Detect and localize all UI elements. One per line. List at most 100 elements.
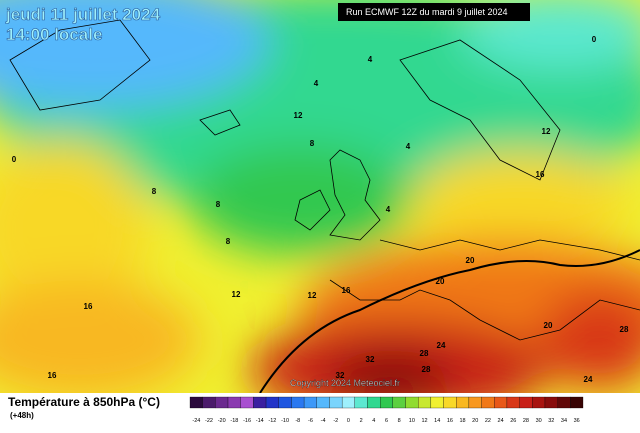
contour-label: 12 xyxy=(232,290,241,299)
scale-swatch xyxy=(544,396,558,409)
contour-label: 8 xyxy=(216,200,221,209)
scale-label: 14 xyxy=(434,418,440,424)
contour-label: 32 xyxy=(366,355,375,364)
scale-label: 30 xyxy=(536,418,542,424)
contour-label: 16 xyxy=(536,170,545,179)
scale-swatch xyxy=(506,396,520,409)
scale-swatch xyxy=(202,396,216,409)
scale-swatch xyxy=(443,396,457,409)
scale-label: -16 xyxy=(243,418,251,424)
scale-swatch xyxy=(291,396,305,409)
scale-swatch xyxy=(227,396,241,409)
scale-swatch xyxy=(253,396,267,409)
scale-label: 26 xyxy=(510,418,516,424)
scale-swatch xyxy=(240,396,254,409)
scale-label: -22 xyxy=(205,418,213,424)
scale-label: 24 xyxy=(498,418,504,424)
scale-label: 28 xyxy=(523,418,529,424)
scale-swatch xyxy=(456,396,470,409)
scale-label: 12 xyxy=(421,418,427,424)
scale-swatch xyxy=(380,396,393,409)
scale-swatch xyxy=(405,396,419,409)
scale-swatch xyxy=(354,396,368,409)
scale-swatch xyxy=(430,396,444,409)
scale-swatch xyxy=(519,396,533,409)
scale-swatch xyxy=(265,396,279,409)
scale-swatch xyxy=(557,396,571,409)
contour-label: 32 xyxy=(336,371,345,380)
contour-label: 12 xyxy=(294,111,303,120)
scale-swatch xyxy=(303,396,317,409)
scale-label: -2 xyxy=(333,418,338,424)
contour-label: 24 xyxy=(437,341,446,350)
scale-swatch xyxy=(329,396,343,409)
run-box xyxy=(338,3,530,21)
scale-label: 20 xyxy=(472,418,478,424)
scale-label: -18 xyxy=(230,418,238,424)
scale-label: 32 xyxy=(548,418,554,424)
scale-swatch xyxy=(278,396,292,409)
contour-label: 28 xyxy=(422,365,431,374)
scale-swatch xyxy=(468,396,482,409)
scale-label: 16 xyxy=(447,418,453,424)
contour-label: 12 xyxy=(542,127,551,136)
scale-label: 10 xyxy=(409,418,415,424)
temperature-field xyxy=(0,0,640,393)
scale-swatch xyxy=(215,396,229,409)
scale-label: -6 xyxy=(308,418,313,424)
scale-swatch xyxy=(494,396,508,409)
forecast-time: 14:00 locale xyxy=(6,25,102,44)
scale-swatch xyxy=(570,396,584,409)
scale-label: -24 xyxy=(192,418,200,424)
contour-label: 4 xyxy=(368,55,373,64)
scale-label: 22 xyxy=(485,418,491,424)
scale-label: -20 xyxy=(218,418,226,424)
forecast-date: jeudi 11 juillet 2024 xyxy=(5,5,161,24)
contour-label: 0 xyxy=(12,155,17,164)
contour-label: 4 xyxy=(406,142,411,151)
legend-title: Température à 850hPa (°C) xyxy=(8,395,160,409)
contour-label: 20 xyxy=(436,277,445,286)
contour-label: 16 xyxy=(84,302,93,311)
contour-label: 20 xyxy=(544,321,553,330)
scale-label: -10 xyxy=(281,418,289,424)
scale-label: 6 xyxy=(385,418,388,424)
scale-swatch xyxy=(418,396,432,409)
contour-label: 4 xyxy=(314,79,319,88)
contour-label: 0 xyxy=(592,35,597,44)
scale-label: 34 xyxy=(561,418,567,424)
contour-label: 8 xyxy=(310,139,315,148)
scale-swatch xyxy=(532,396,546,409)
contour-label: 4 xyxy=(386,205,391,214)
scale-swatch xyxy=(189,396,203,409)
scale-swatch xyxy=(392,396,406,409)
scale-label: 8 xyxy=(398,418,401,424)
contour-label: 20 xyxy=(466,256,475,265)
run-info: Run ECMWF 12Z du mardi 9 juillet 2024 xyxy=(346,7,508,17)
scale-label: -14 xyxy=(256,418,264,424)
scale-label: -4 xyxy=(321,418,326,424)
contour-label: 12 xyxy=(308,291,317,300)
contour-label: 8 xyxy=(152,187,157,196)
scale-swatch xyxy=(481,396,495,409)
contour-label: 16 xyxy=(342,286,351,295)
contour-label: 28 xyxy=(620,325,629,334)
scale-label: 2 xyxy=(360,418,363,424)
scale-label: 36 xyxy=(574,418,580,424)
contour-label: 16 xyxy=(48,371,57,380)
scale-swatch xyxy=(341,396,355,409)
scale-swatch xyxy=(316,396,330,409)
scale-label: 18 xyxy=(460,418,466,424)
scale-label: 4 xyxy=(372,418,375,424)
contour-label: 8 xyxy=(226,237,231,246)
scale-label: 0 xyxy=(347,418,350,424)
copyright: Copyright 2024 Meteociel.fr xyxy=(290,378,400,388)
scale-label: -8 xyxy=(295,418,300,424)
contour-label: 28 xyxy=(420,349,429,358)
contour-label: 24 xyxy=(584,375,593,384)
scale-swatch xyxy=(367,396,381,409)
legend-subtitle: (+48h) xyxy=(10,411,34,420)
scale-label: -12 xyxy=(268,418,276,424)
